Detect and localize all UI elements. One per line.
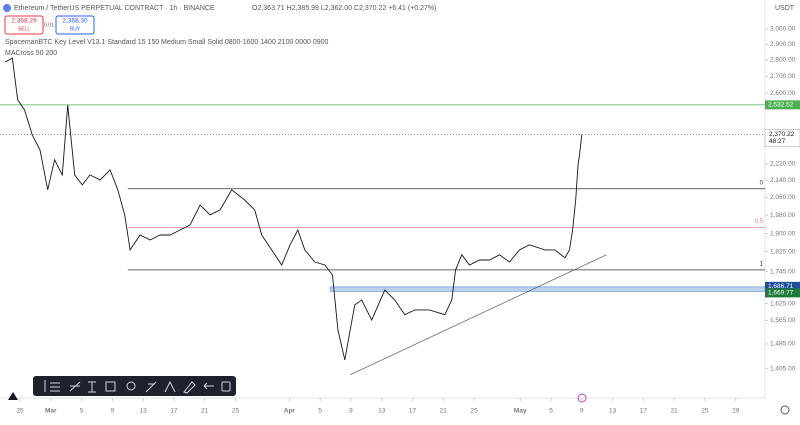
x-tick-label: 21: [671, 408, 679, 415]
buy-price: 2,368.30: [62, 18, 88, 25]
x-tick-label: 25: [470, 408, 478, 415]
key-level-badge: [765, 100, 800, 110]
last-price-label: 2,370.22: [769, 131, 795, 138]
y-tick-label: 2,900.00: [770, 41, 796, 48]
y-tick-label: 2,060.00: [770, 194, 796, 201]
indicator: MACross 50 200: [5, 50, 57, 57]
y-tick-label: 1,825.00: [770, 248, 796, 255]
y-tick-label: 1,405.00: [770, 365, 796, 372]
tool-icon[interactable]: [203, 382, 214, 390]
y-tick-label: 2,600.00: [770, 90, 796, 97]
y-tick-label: 2,140.00: [770, 177, 796, 184]
tool-icon[interactable]: [183, 381, 196, 394]
y-tick-label: 2,220.00: [770, 161, 796, 168]
ohlc: O2,363.71 H2,385.99 L2,362.00 C2,370.22 …: [252, 5, 436, 12]
sell-button[interactable]: [4, 15, 44, 35]
x-tick-label: 25: [701, 408, 709, 415]
tool-icon[interactable]: [105, 381, 116, 392]
settings-icon[interactable]: [780, 405, 790, 415]
buy-label: BUY: [70, 26, 81, 32]
x-tick-label: Mar: [45, 408, 57, 415]
x-tick-label: 5: [80, 408, 84, 415]
x-tick-label: May: [514, 408, 527, 415]
zone-high-badge: [765, 281, 800, 291]
y-tick-label: 1,900.00: [770, 230, 796, 237]
symbol-title: Ethereum / TetherUS PERPETUAL CONTRACT ·…: [14, 5, 215, 12]
x-tick-label: 5: [549, 408, 553, 415]
x-tick-label: 25: [16, 408, 24, 415]
x-tick-label: 21: [201, 408, 209, 415]
drawing-toolbar: [33, 376, 236, 396]
x-tick-label: 13: [378, 408, 386, 415]
tool-icon[interactable]: [88, 381, 96, 393]
zone-low-badge: [765, 288, 800, 298]
tool-icon[interactable]: [164, 380, 176, 393]
x-tick-label: Apr: [284, 408, 296, 415]
y-tick-label: 1,745.00: [770, 268, 796, 275]
event-icon[interactable]: [577, 393, 587, 403]
x-tick-label: 9: [349, 408, 353, 415]
zone: [329, 286, 766, 292]
fib-level-label: 0.5: [755, 219, 764, 225]
fib-level-label: 0: [760, 180, 764, 186]
x-tick-label: 25: [232, 408, 240, 415]
logo: [8, 392, 18, 400]
buy-button[interactable]: [55, 15, 95, 35]
x-tick-label: 9: [111, 408, 115, 415]
y-tick-label: 1,565.00: [770, 317, 796, 324]
zone-low-label: 1,669.77: [768, 290, 794, 297]
indicator: SpacemanBTC Key Level V13.1 Standard 15 …: [5, 39, 328, 46]
tool-icon[interactable]: [44, 380, 60, 392]
y-tick-label: 2,800.00: [770, 57, 796, 64]
x-tick-label: 29: [732, 408, 740, 415]
spread: 0.01: [44, 22, 54, 28]
x-tick-label: 13: [140, 408, 148, 415]
x-tick-label: 17: [409, 408, 417, 415]
y-tick-label: 1,485.00: [770, 341, 796, 348]
sell-label: SELL: [18, 26, 30, 32]
coin-icon: [3, 4, 11, 12]
price-line: [5, 57, 583, 361]
x-tick-label: 13: [609, 408, 617, 415]
countdown: 48:27: [769, 138, 786, 145]
tool-icon[interactable]: [145, 381, 157, 393]
x-tick-label: 21: [440, 408, 448, 415]
y-tick-label: 3,000.00: [770, 26, 796, 33]
y-tick-label: 1,980.00: [770, 212, 796, 219]
sell-price: 2,368.29: [11, 18, 37, 25]
x-tick-label: 5: [318, 408, 322, 415]
last-price-badge: [764, 129, 800, 147]
tool-icon[interactable]: [126, 381, 136, 391]
zone-high-label: 1,686.71: [768, 283, 794, 290]
y-tick-label: 2,700.00: [770, 73, 796, 80]
x-tick-label: 17: [640, 408, 648, 415]
trendline: [350, 254, 607, 376]
fib-level-label: 1: [760, 261, 764, 267]
key-level-label: 2,532.52: [768, 102, 794, 109]
x-tick-label: 9: [580, 408, 584, 415]
tool-icon[interactable]: [69, 381, 81, 392]
currency: USDT: [775, 5, 795, 12]
x-tick-label: 17: [170, 408, 178, 415]
tool-icon[interactable]: [221, 381, 231, 392]
y-tick-label: 1,625.00: [770, 300, 796, 307]
